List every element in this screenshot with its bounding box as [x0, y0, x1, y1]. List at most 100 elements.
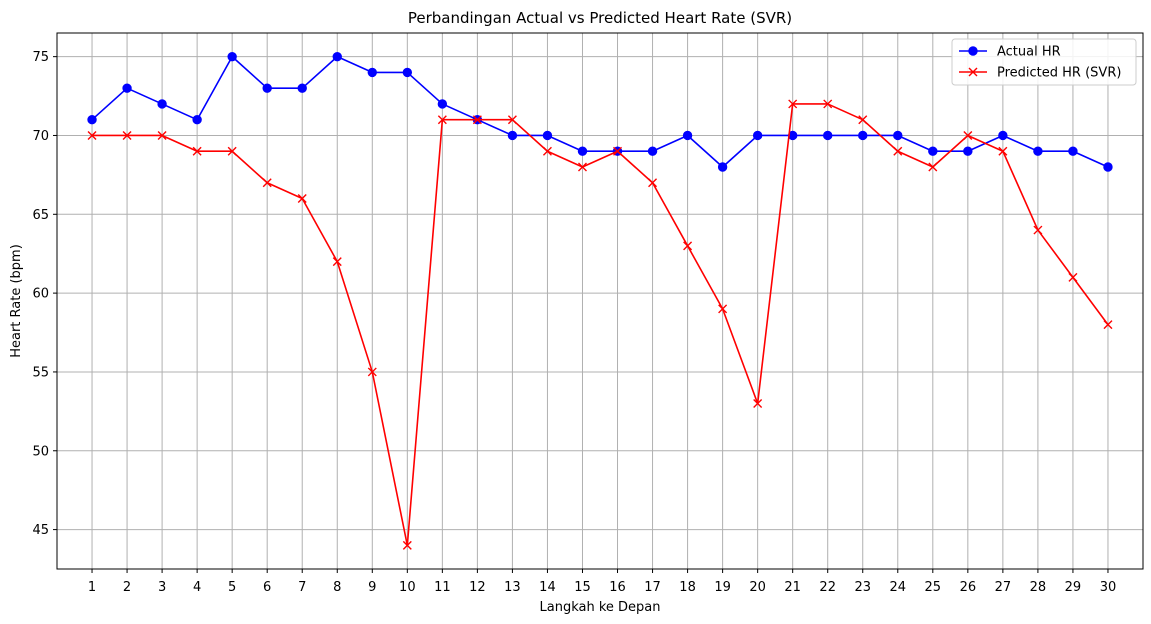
- x-tick-label: 20: [749, 580, 766, 595]
- x-tick-label: 4: [193, 580, 201, 595]
- series-predicted: [87, 99, 1113, 550]
- legend-item-predicted: Predicted HR (SVR): [959, 66, 1121, 81]
- data-point-actual: [998, 130, 1008, 141]
- x-tick-label: 11: [434, 580, 451, 595]
- x-tick-label: 12: [469, 580, 486, 595]
- data-point-predicted: [823, 99, 833, 109]
- data-point-predicted: [1103, 320, 1113, 330]
- data-point-predicted: [963, 130, 973, 140]
- series-line-predicted: [92, 103, 1109, 547]
- data-point-predicted: [753, 398, 763, 408]
- data-point-predicted: [613, 146, 623, 156]
- x-tick-label: 28: [1030, 580, 1047, 595]
- data-point-actual: [192, 115, 202, 125]
- data-point-predicted: [367, 367, 377, 377]
- series: [87, 51, 1113, 550]
- x-tick-label: 22: [819, 580, 836, 595]
- legend-label: Predicted HR (SVR): [997, 66, 1121, 81]
- data-point-predicted: [1033, 225, 1043, 235]
- x-tick-label: 6: [263, 580, 271, 595]
- data-point-actual: [332, 51, 342, 62]
- y-tick-label: 65: [32, 208, 49, 223]
- data-point-actual: [297, 83, 307, 93]
- legend-label: Actual HR: [997, 45, 1061, 60]
- plot-frame: [56, 32, 1144, 570]
- axis-ticks: 1 2 3 4 5 6 7 8 9 10 11 12 13 14 15 16 17 18 19 20 21 22 23 24 2…: [32, 50, 1116, 595]
- x-tick-label: 10: [399, 580, 416, 595]
- legend: Actual HR Predicted HR (SVR): [951, 38, 1137, 86]
- y-tick-label: 45: [32, 523, 49, 538]
- y-tick-label: 70: [32, 129, 49, 144]
- data-point-predicted: [928, 162, 938, 172]
- data-point-actual: [87, 115, 97, 125]
- y-tick-label: 60: [32, 287, 49, 302]
- data-point-actual: [542, 130, 553, 141]
- chart-title: Perbandingan Actual vs Predicted Heart R…: [408, 9, 792, 27]
- x-tick-label: 27: [995, 580, 1012, 595]
- data-point-predicted: [122, 130, 132, 140]
- x-tick-label: 7: [298, 580, 306, 595]
- x-tick-label: 17: [644, 580, 661, 595]
- legend-swatch-marker: [968, 67, 978, 77]
- data-point-actual: [893, 130, 903, 141]
- series-actual: [87, 51, 1113, 172]
- data-point-actual: [963, 146, 973, 156]
- data-point-actual: [1068, 146, 1078, 156]
- data-point-predicted: [402, 540, 412, 550]
- x-tick-label: 21: [784, 580, 801, 595]
- data-point-actual: [437, 99, 448, 109]
- data-point-predicted: [788, 99, 798, 109]
- x-tick-label: 5: [228, 580, 236, 595]
- data-point-predicted: [542, 146, 552, 156]
- x-tick-label: 3: [158, 580, 166, 595]
- x-tick-label: 9: [368, 580, 376, 595]
- data-point-predicted: [227, 146, 237, 156]
- x-tick-label: 26: [960, 580, 977, 595]
- data-point-predicted: [1068, 272, 1078, 282]
- data-point-actual: [507, 130, 518, 141]
- x-tick-label: 1: [88, 580, 96, 595]
- data-point-predicted: [87, 130, 97, 140]
- x-axis-label: Langkah ke Depan: [540, 600, 661, 615]
- data-point-predicted: [262, 178, 272, 188]
- data-point-predicted: [858, 115, 868, 125]
- y-tick-label: 55: [32, 365, 49, 380]
- x-tick-label: 15: [574, 580, 591, 595]
- data-point-actual: [647, 146, 658, 156]
- data-point-actual: [367, 67, 377, 78]
- data-point-predicted: [683, 241, 693, 251]
- data-point-actual: [752, 130, 763, 141]
- data-point-predicted: [507, 115, 517, 125]
- x-tick-label: 18: [679, 580, 696, 595]
- data-point-actual: [823, 130, 833, 141]
- series-line-actual: [91, 55, 1109, 168]
- data-point-predicted: [577, 162, 587, 172]
- x-tick-label: 24: [890, 580, 907, 595]
- x-tick-label: 19: [714, 580, 731, 595]
- legend-item-actual: Actual HR: [959, 45, 1061, 60]
- data-point-predicted: [192, 146, 202, 156]
- legend-swatch-marker: [968, 46, 978, 56]
- y-tick-label: 75: [32, 50, 49, 65]
- data-point-predicted: [157, 130, 167, 140]
- data-point-actual: [717, 162, 728, 172]
- data-point-actual: [122, 83, 132, 93]
- data-point-predicted: [332, 257, 342, 267]
- x-tick-label: 25: [925, 580, 942, 595]
- data-point-predicted: [998, 146, 1008, 156]
- data-point-predicted: [297, 194, 307, 204]
- x-tick-label: 2: [123, 580, 131, 595]
- x-tick-label: 29: [1065, 580, 1082, 595]
- data-point-predicted: [472, 115, 482, 125]
- data-point-actual: [227, 51, 237, 62]
- data-point-actual: [858, 130, 868, 141]
- x-tick-label: 30: [1100, 580, 1117, 595]
- data-point-actual: [402, 67, 413, 78]
- x-tick-label: 8: [333, 580, 341, 595]
- data-point-predicted: [437, 115, 447, 125]
- data-point-actual: [157, 99, 167, 109]
- x-tick-label: 23: [854, 580, 871, 595]
- data-point-actual: [262, 83, 272, 93]
